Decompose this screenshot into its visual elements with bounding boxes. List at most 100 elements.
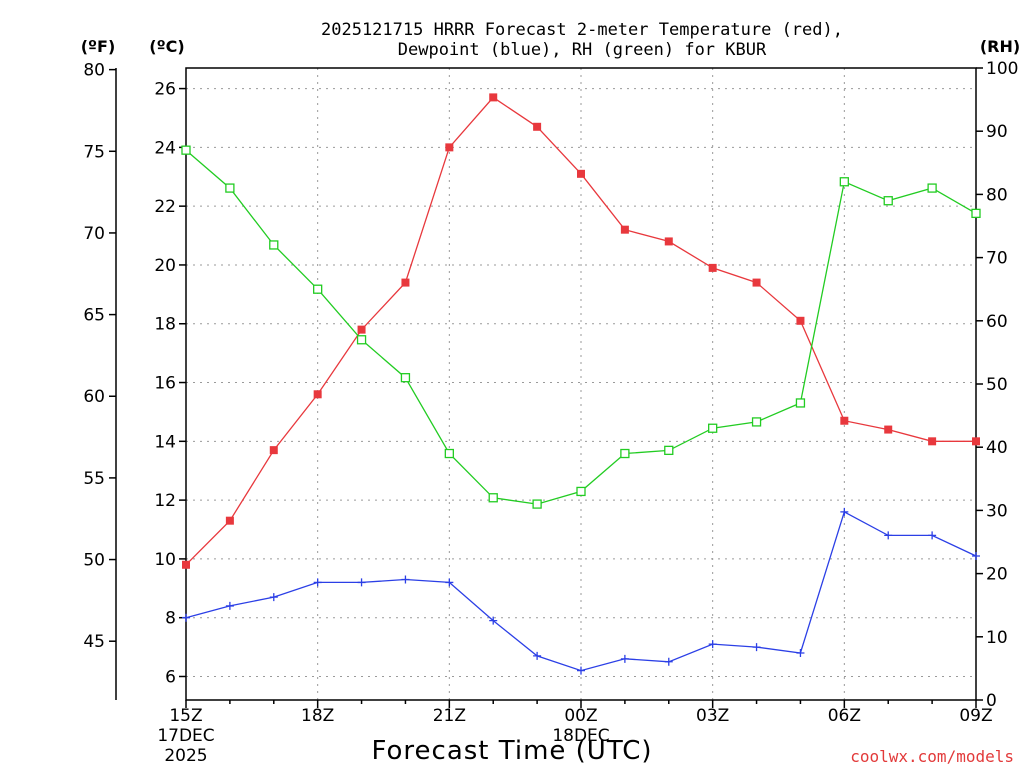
temperature-point bbox=[884, 425, 893, 434]
temperature-point bbox=[445, 143, 454, 152]
x-tick-label: 15Z bbox=[169, 706, 202, 726]
rh-point bbox=[751, 417, 762, 427]
fahrenheit-tick-label: 50 bbox=[83, 551, 105, 571]
rh-tick-label: 10 bbox=[986, 628, 1008, 648]
rh-point bbox=[225, 183, 235, 193]
temperature-point bbox=[489, 93, 498, 102]
rh-point bbox=[532, 499, 542, 509]
x-tick-label: 2025 bbox=[164, 746, 207, 766]
rh-point bbox=[664, 445, 674, 456]
rh-unit-label: (RH) bbox=[980, 37, 1020, 56]
temperature-point bbox=[225, 516, 234, 525]
temperature-point bbox=[664, 237, 673, 246]
temperature-point bbox=[708, 263, 717, 272]
data-series bbox=[181, 93, 981, 675]
dewpoint-point bbox=[225, 601, 234, 610]
rh-tick-label: 80 bbox=[986, 185, 1008, 205]
fahrenheit-unit-label: (ºF) bbox=[81, 37, 116, 56]
temperature-point bbox=[533, 122, 542, 131]
rh-point bbox=[356, 335, 367, 345]
dewpoint-point bbox=[313, 578, 322, 587]
celsius-tick-label: 6 bbox=[165, 667, 176, 687]
dewpoint-point bbox=[357, 578, 366, 587]
dewpoint-point bbox=[445, 578, 454, 587]
rh-tick-label: 100 bbox=[986, 59, 1018, 79]
celsius-tick-label: 26 bbox=[154, 80, 176, 100]
x-tick-label: 17DEC bbox=[157, 726, 214, 746]
celsius-tick-label: 8 bbox=[165, 609, 176, 629]
celsius-tick-label: 22 bbox=[154, 197, 176, 217]
dewpoint-point bbox=[708, 640, 717, 649]
celsius-unit-label: (ºC) bbox=[149, 37, 184, 56]
temperature-point bbox=[269, 446, 278, 455]
dewpoint-point bbox=[928, 531, 937, 540]
rh-tick-label: 0 bbox=[986, 691, 997, 711]
x-tick-label: 18Z bbox=[301, 706, 334, 726]
grid-lines bbox=[186, 68, 976, 700]
rh-tick-label: 30 bbox=[986, 501, 1008, 521]
celsius-tick-label: 18 bbox=[154, 315, 176, 335]
celsius-tick-label: 16 bbox=[154, 374, 176, 394]
temperature-point bbox=[577, 169, 585, 178]
dewpoint-point bbox=[840, 507, 849, 516]
fahrenheit-tick-label: 75 bbox=[83, 142, 105, 162]
rh-tick-label: 60 bbox=[986, 312, 1008, 332]
dewpoint-point bbox=[269, 593, 278, 602]
fahrenheit-tick-label: 45 bbox=[83, 632, 105, 652]
temperature-point bbox=[313, 390, 322, 399]
x-tick-label: 18DEC bbox=[552, 726, 609, 746]
rh-tick-label: 90 bbox=[986, 122, 1008, 142]
rh-point bbox=[708, 423, 718, 433]
celsius-tick-label: 12 bbox=[154, 491, 176, 511]
rh-point bbox=[313, 284, 323, 294]
temperature-point bbox=[620, 225, 629, 234]
temperature-point bbox=[840, 416, 849, 425]
x-tick-label: 21Z bbox=[433, 706, 466, 726]
rh-tick-label: 50 bbox=[986, 375, 1008, 395]
dewpoint-point bbox=[489, 616, 498, 625]
rh-point bbox=[400, 373, 411, 383]
temperature-point bbox=[928, 437, 937, 446]
rh-point bbox=[181, 145, 191, 155]
credit-text: coolwx.com/models bbox=[850, 747, 1014, 766]
dewpoint-point bbox=[401, 575, 410, 584]
fahrenheit-tick-label: 65 bbox=[83, 306, 105, 326]
dewpoint-point bbox=[664, 657, 673, 666]
rh-tick-label: 20 bbox=[986, 565, 1008, 585]
temperature-point bbox=[182, 560, 190, 569]
temperature-point bbox=[972, 437, 980, 446]
dewpoint-point bbox=[182, 613, 190, 622]
temperature-point bbox=[752, 278, 761, 287]
dewpoint-point bbox=[796, 648, 805, 657]
rh-tick-label: 40 bbox=[986, 438, 1008, 458]
x-axis-label: Forecast Time (UTC) bbox=[371, 736, 652, 766]
temperature-point bbox=[401, 278, 410, 287]
dewpoint-point bbox=[577, 666, 585, 675]
x-tick-label: 06Z bbox=[828, 706, 861, 726]
x-tick-label: 00Z bbox=[564, 706, 597, 726]
dewpoint-point bbox=[884, 531, 893, 540]
rh-point bbox=[620, 448, 630, 459]
dewpoint-point bbox=[972, 551, 980, 560]
x-tick-label: 09Z bbox=[959, 706, 992, 726]
temperature-point bbox=[357, 325, 366, 334]
x-tick-label: 03Z bbox=[696, 706, 729, 726]
rh-point bbox=[971, 208, 981, 219]
axis-ticks: 6 8 10 12 14 16 18 20 22 24 26 45 50 55 60 65 70 75 80 0 10 2… bbox=[83, 59, 1018, 766]
fahrenheit-tick-label: 70 bbox=[83, 224, 105, 244]
rh-point bbox=[839, 177, 849, 187]
rh-point bbox=[927, 183, 937, 193]
rh-point bbox=[795, 398, 806, 408]
rh-point bbox=[269, 240, 279, 250]
fahrenheit-tick-label: 80 bbox=[83, 61, 105, 81]
chart-title-line-1: 2025121715 HRRR Forecast 2-meter Tempera… bbox=[321, 20, 843, 40]
celsius-tick-label: 10 bbox=[154, 550, 176, 570]
fahrenheit-tick-label: 60 bbox=[83, 387, 105, 407]
rh-point bbox=[883, 196, 893, 206]
fahrenheit-tick-label: 55 bbox=[83, 469, 105, 489]
rh-point bbox=[576, 486, 586, 497]
dewpoint-point bbox=[752, 643, 761, 652]
chart-title-line-2: Dewpoint (blue), RH (green) for KBUR bbox=[398, 40, 767, 60]
